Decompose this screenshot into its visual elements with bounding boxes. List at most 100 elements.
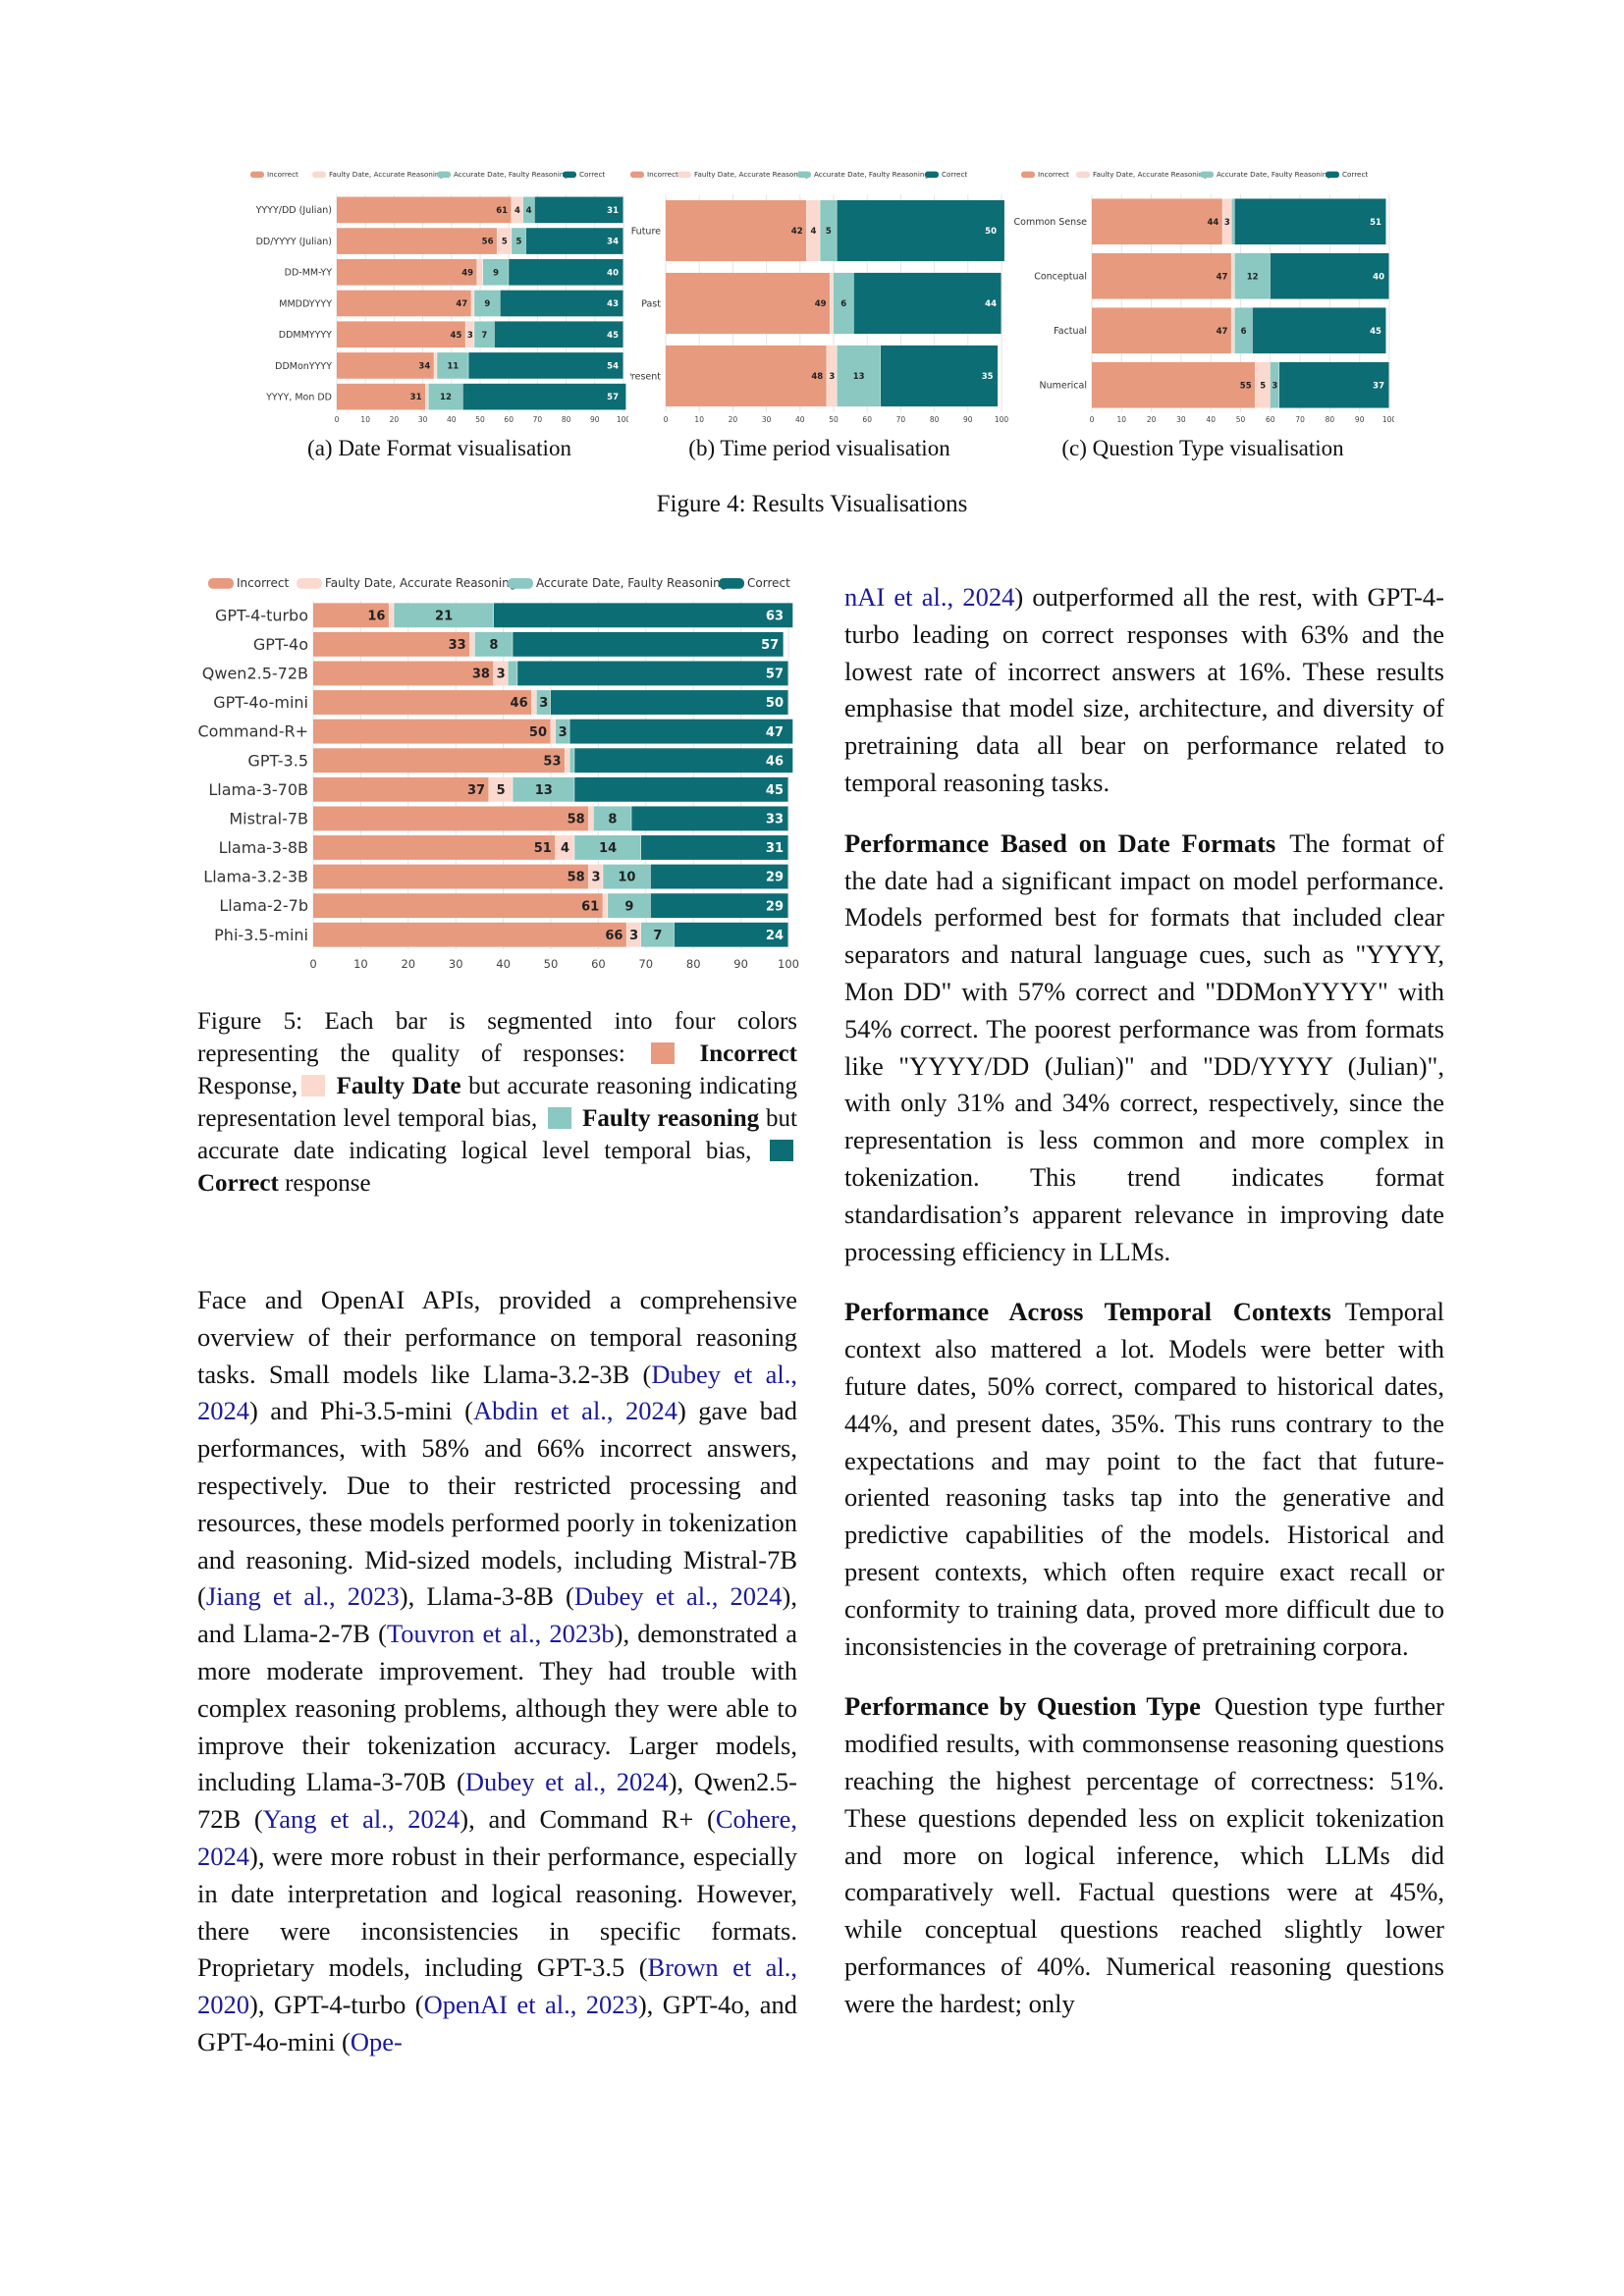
- bar-segment: [593, 806, 631, 831]
- bar-segment: [465, 321, 474, 348]
- data-label: 44: [1207, 218, 1218, 228]
- legend-swatch: [719, 578, 744, 589]
- citation-link[interactable]: Yang et al., 2024: [262, 1804, 460, 1835]
- citation-link[interactable]: Dubey et al., 2024: [573, 1581, 783, 1612]
- swatch-faulty-date: [301, 1075, 326, 1096]
- bar-segment: [827, 345, 837, 407]
- data-label: 38: [472, 667, 490, 682]
- data-label: 13: [853, 372, 865, 382]
- data-label: 46: [766, 754, 784, 769]
- text-run: ), GPT-4-turbo (: [249, 1990, 424, 2020]
- data-label: 33: [449, 638, 466, 653]
- bar-segment: [394, 603, 494, 628]
- bar-segment: [513, 631, 784, 657]
- citation-link[interactable]: Cohere, 2024: [197, 1804, 798, 1871]
- x-tick-label: 70: [896, 415, 906, 424]
- data-label: 12: [440, 393, 452, 402]
- bar-segment: [434, 352, 437, 379]
- legend-swatch: [208, 578, 234, 589]
- x-tick-label: 40: [447, 415, 457, 424]
- text-run: ), GPT-4o, and GPT-4o-mini (: [197, 1990, 797, 2056]
- bar-segment: [569, 748, 574, 774]
- chart-question-type: Incorrect Faulty Date, Accurate Reasoning…: [1011, 165, 1395, 425]
- legend-swatch: [1326, 171, 1339, 179]
- text-run: Face and OpenAI APIs, provided a compreh…: [197, 1285, 797, 1389]
- bar-segment: [551, 690, 788, 715]
- data-label: 63: [766, 609, 784, 623]
- figure5-caption-bold-4: Correct: [197, 1170, 279, 1197]
- bar-segment: [337, 228, 498, 254]
- bar-segment: [555, 835, 574, 860]
- data-label: 57: [607, 393, 619, 402]
- figure5-caption-text-4: but accurate date indicating logical lev…: [197, 1105, 798, 1164]
- legend-label: Accurate Date, Faulty Reasoning: [454, 170, 568, 179]
- bar-segment: [1270, 361, 1279, 408]
- citation-link[interactable]: Ope-: [350, 2026, 403, 2056]
- citation-link[interactable]: Brown et al., 2020: [197, 1952, 798, 2020]
- x-tick-label: 60: [862, 415, 872, 424]
- bar-segment: [313, 603, 389, 628]
- x-tick-label: 100: [617, 415, 628, 424]
- text-run: ), were more robust in their performance…: [197, 1841, 797, 1983]
- bar-segment: [313, 631, 470, 657]
- bar-segment: [313, 922, 626, 947]
- legend-label: Incorrect: [267, 170, 298, 179]
- data-label: 34: [607, 238, 619, 247]
- bar-segment: [471, 290, 474, 317]
- category-label: DD-MM-YY: [285, 268, 333, 279]
- bar-segment: [603, 864, 651, 889]
- bar-segment: [313, 806, 589, 831]
- data-label: 5: [826, 227, 832, 237]
- data-label: 13: [535, 783, 553, 798]
- citation-link[interactable]: OpenAI et al., 2023: [423, 1990, 638, 2020]
- bar-segment: [337, 290, 471, 317]
- legend-label: Correct: [1342, 170, 1368, 179]
- category-label: Phi-3.5-mini: [214, 926, 308, 944]
- citation-link[interactable]: Abdin et al., 2024: [472, 1396, 677, 1426]
- legend-label: Incorrect: [237, 576, 289, 590]
- citation-link[interactable]: Jiang et al., 2023: [205, 1581, 400, 1612]
- citation-link[interactable]: nAI et al., 2024: [844, 582, 1015, 612]
- citation-link[interactable]: Dubey et al., 2024: [197, 1359, 797, 1426]
- data-label: 35: [982, 372, 994, 382]
- paragraph-heading: Performance by Question Type: [844, 1691, 1201, 1722]
- data-label: 21: [435, 609, 453, 623]
- bar-segment: [820, 199, 837, 262]
- citation-link[interactable]: Touvron et al., 2023b: [386, 1619, 615, 1649]
- legend-label: Correct: [747, 576, 790, 590]
- x-tick-label: 90: [590, 415, 600, 424]
- bar-segment: [640, 835, 788, 860]
- category-label: Factual: [1054, 326, 1087, 337]
- x-tick-label: 40: [1206, 415, 1216, 424]
- x-tick-label: 60: [591, 957, 606, 971]
- legend-label: Accurate Date, Faulty Reasoning: [536, 576, 728, 590]
- data-label: 4: [811, 227, 817, 237]
- legend-swatch: [250, 171, 264, 179]
- x-tick-label: 80: [930, 415, 940, 424]
- data-label: 51: [534, 841, 552, 856]
- legend-label: Faulty Date, Accurate Reasoning: [325, 576, 516, 590]
- data-label: 45: [607, 331, 619, 341]
- bar-segment: [555, 719, 569, 744]
- data-label: 45: [1370, 327, 1381, 337]
- x-tick-label: 70: [1295, 415, 1305, 424]
- bar-segment: [313, 719, 551, 744]
- x-tick-label: 40: [795, 415, 805, 424]
- category-label: Qwen2.5-72B: [202, 665, 308, 683]
- category-label: Llama-3-8B: [219, 838, 308, 857]
- data-label: 47: [1217, 272, 1228, 282]
- legend-label: Correct: [579, 170, 605, 179]
- data-label: 6: [1241, 327, 1247, 337]
- legend-swatch: [297, 578, 322, 589]
- data-label: 5: [515, 238, 521, 247]
- bar-segment: [806, 199, 820, 262]
- bar-segment: [666, 345, 827, 407]
- citation-link[interactable]: Dubey et al., 2024: [464, 1767, 669, 1797]
- data-label: 43: [607, 299, 619, 309]
- legend-swatch: [1021, 171, 1035, 179]
- data-label: 4: [514, 206, 520, 216]
- category-label: YYYY/DD (Julian): [255, 205, 332, 216]
- figure4-caption: Figure 4: Results Visualisations: [656, 491, 968, 517]
- bar-segment: [493, 603, 793, 628]
- data-label: 56: [482, 238, 494, 247]
